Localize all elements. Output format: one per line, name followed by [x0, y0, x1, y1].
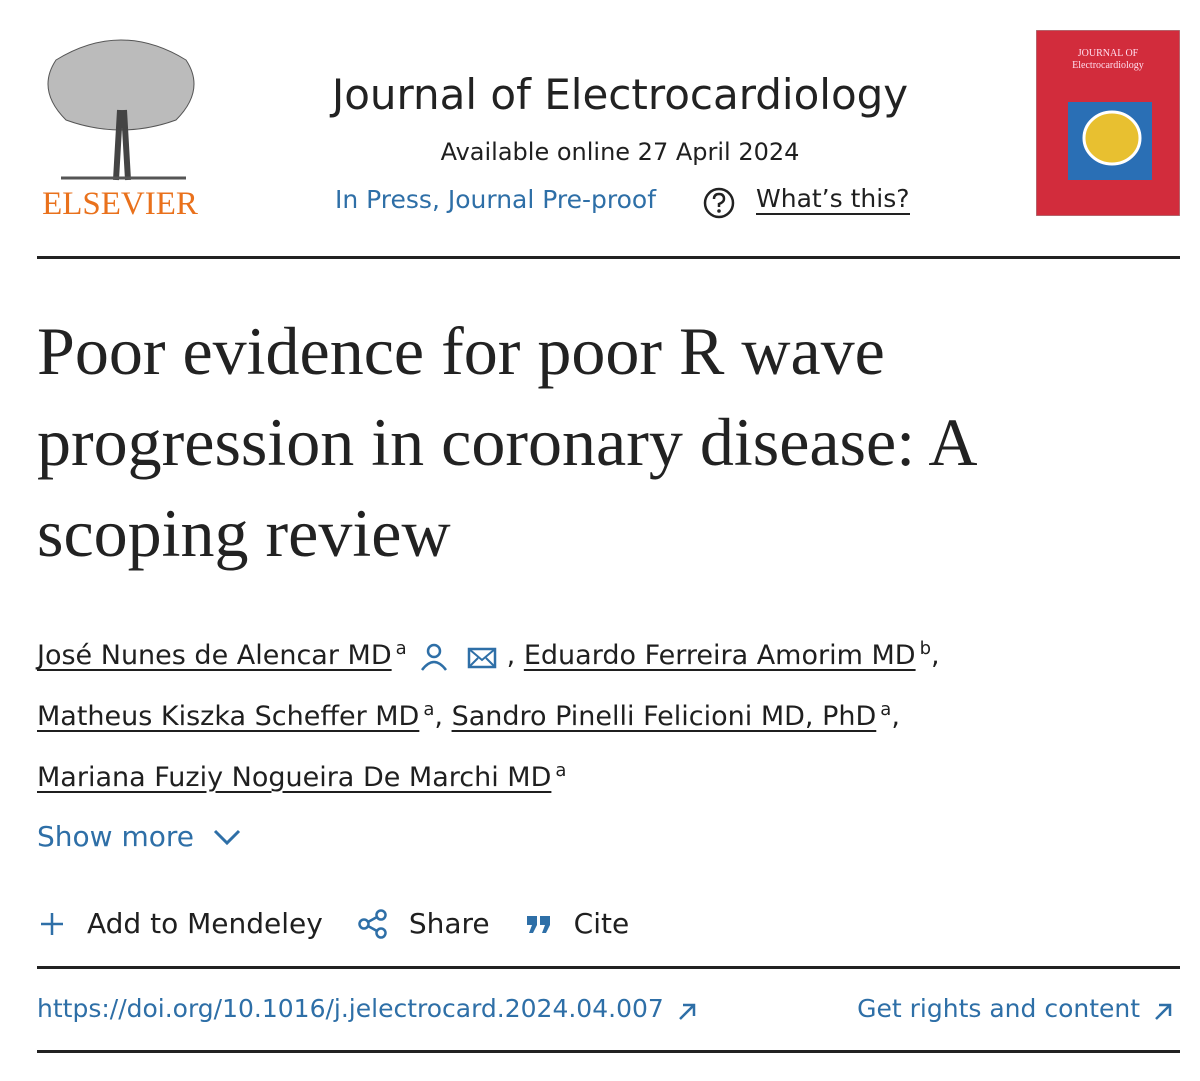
- action-label[interactable]: Share: [408, 907, 490, 940]
- doi-link[interactable]: https://doi.org/10.1016/j.jelectrocard.2…: [37, 994, 702, 1023]
- status: In Press, Journal Pre-proof: [335, 185, 657, 214]
- chevron-icon: [213, 829, 240, 846]
- elsevier-logo: ELSEVIER: [36, 30, 206, 222]
- cover-line: Electrocardiology: [1072, 60, 1144, 71]
- journal-cover: JOURNAL OF Electrocardiology: [1036, 30, 1180, 216]
- author-name[interactable]: Matheus Kiszka Scheffer MD: [37, 701, 420, 732]
- publisher: ELSEVIER: [42, 186, 198, 222]
- cite-icon: [526, 915, 550, 933]
- rights-text[interactable]: Get rights and content: [857, 994, 1141, 1023]
- rights-link[interactable]: Get rights and content: [857, 994, 1178, 1023]
- affiliation: a: [423, 699, 435, 720]
- action-button[interactable]: Share: [357, 907, 490, 940]
- journal-name: Journal of Electrocardiology: [331, 70, 909, 119]
- author-icons[interactable]: [417, 640, 503, 674]
- author-name[interactable]: Eduardo Ferreira Amorim MD: [523, 640, 916, 671]
- author-entry: Matheus Kiszka Scheffer MD a,: [37, 699, 443, 732]
- doi-text[interactable]: https://doi.org/10.1016/j.jelectrocard.2…: [37, 994, 664, 1023]
- cover-line: JOURNAL OF: [1078, 48, 1139, 59]
- action-button[interactable]: Cite: [524, 907, 630, 940]
- separator: ,: [506, 640, 516, 671]
- share-icon: [358, 908, 387, 939]
- divider: [37, 966, 1180, 969]
- divider: [37, 256, 1180, 259]
- author-name[interactable]: José Nunes de Alencar MD: [37, 640, 392, 671]
- available-date: Available online 27 April 2024: [440, 138, 800, 166]
- author-entry: José Nunes de Alencar MD a,: [37, 638, 516, 674]
- author-name[interactable]: Sandro Pinelli Felicioni MD, PhD: [451, 701, 877, 732]
- action-button[interactable]: Add to Mendeley: [37, 907, 323, 940]
- whats-this-link[interactable]: What’s this?: [756, 184, 910, 215]
- affiliation: a: [395, 638, 407, 659]
- affiliation: b: [919, 638, 932, 659]
- external-icon: [678, 1003, 695, 1020]
- show-more[interactable]: Show more: [37, 820, 243, 853]
- action-label[interactable]: Cite: [573, 907, 630, 940]
- divider: [37, 1050, 1180, 1053]
- author-entry: Eduardo Ferreira Amorim MD b,: [523, 638, 940, 671]
- separator: ,: [891, 701, 900, 732]
- plus-icon: [41, 912, 63, 935]
- affiliation: a: [555, 760, 567, 781]
- help-icon[interactable]: [702, 186, 736, 220]
- separator: ,: [931, 640, 940, 671]
- author-list: José Nunes de Alencar MD a, Eduardo Ferre…: [37, 622, 1137, 805]
- show-more-text[interactable]: Show more: [37, 820, 194, 853]
- separator: ,: [434, 701, 443, 732]
- affiliation: a: [880, 699, 892, 720]
- author-name[interactable]: Mariana Fuziy Nogueira De Marchi MD: [37, 762, 552, 793]
- action-label[interactable]: Add to Mendeley: [87, 907, 323, 940]
- external-icon: [1155, 1003, 1172, 1020]
- article-title: Poor evidence for poor R wave progressio…: [37, 313, 974, 571]
- author-entry: Sandro Pinelli Felicioni MD, PhD a,: [451, 699, 900, 732]
- actions: Add to Mendeley Share Cite: [37, 907, 663, 940]
- author-entry: Mariana Fuziy Nogueira De Marchi MD a: [37, 760, 567, 793]
